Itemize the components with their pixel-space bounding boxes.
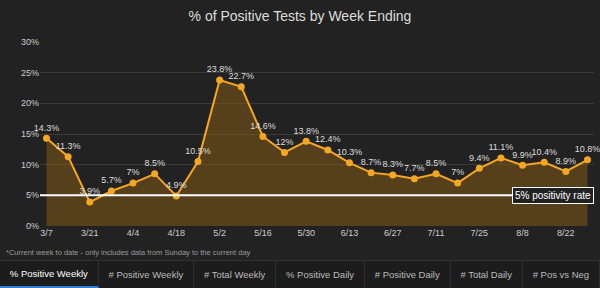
- html-text:% Positive Daily: % Positive Daily: [286, 269, 355, 280]
- html-text:# Total Weekly: # Total Weekly: [203, 269, 266, 280]
- svg-text:14.6%: 14.6%: [250, 121, 276, 131]
- svg-text:9.4%: 9.4%: [469, 153, 490, 163]
- svg-text:3.9%: 3.9%: [80, 186, 101, 196]
- svg-text:15%: 15%: [21, 129, 39, 139]
- svg-text:4.9%: 4.9%: [166, 180, 187, 190]
- svg-text:% of Positive Tests by Week En: % of Positive Tests by Week Ending: [189, 8, 412, 24]
- svg-text:8.9%: 8.9%: [556, 156, 577, 166]
- svg-text:7/11: 7/11: [428, 228, 445, 238]
- svg-text:10.3%: 10.3%: [337, 147, 363, 157]
- svg-text:12%: 12%: [276, 137, 294, 147]
- svg-text:23.8%: 23.8%: [207, 64, 233, 74]
- svg-text:5.7%: 5.7%: [101, 175, 122, 185]
- svg-text:6/27: 6/27: [384, 228, 402, 238]
- svg-text:8/22: 8/22: [557, 228, 575, 238]
- svg-text:7/25: 7/25: [471, 228, 489, 238]
- svg-text:25%: 25%: [21, 68, 39, 78]
- html-text:# Pos vs Neg: # Pos vs Neg: [532, 269, 590, 280]
- svg-text:10%: 10%: [21, 160, 39, 170]
- svg-text:7%: 7%: [451, 167, 464, 177]
- html-text:# Total Daily: # Total Daily: [460, 269, 512, 280]
- svg-text:5%: 5%: [26, 190, 39, 200]
- svg-text:10.5%: 10.5%: [185, 146, 211, 156]
- html-text:# Positive Weekly: # Positive Weekly: [108, 269, 184, 280]
- svg-text:14.3%: 14.3%: [34, 123, 60, 133]
- svg-text:22.7%: 22.7%: [228, 71, 254, 81]
- svg-text:13.8%: 13.8%: [293, 126, 319, 136]
- svg-text:8.5%: 8.5%: [144, 158, 165, 168]
- svg-text:5/2: 5/2: [213, 228, 226, 238]
- svg-text:11.3%: 11.3%: [56, 141, 81, 151]
- svg-text:*Current week to date - only i: *Current week to date - only includes da…: [6, 248, 251, 257]
- svg-text:5/16: 5/16: [254, 228, 272, 238]
- svg-text:12.4%: 12.4%: [315, 134, 341, 144]
- svg-text:8.3%: 8.3%: [382, 159, 403, 169]
- svg-text:20%: 20%: [21, 98, 39, 108]
- svg-text:8/8: 8/8: [516, 228, 529, 238]
- svg-text:5/30: 5/30: [297, 228, 315, 238]
- svg-text:4/4: 4/4: [127, 228, 140, 238]
- svg-text:9.9%: 9.9%: [512, 150, 533, 160]
- svg-text:8.7%: 8.7%: [361, 157, 382, 167]
- html-text:% Positive Weekly: % Positive Weekly: [9, 268, 88, 279]
- svg-text:3/7: 3/7: [40, 228, 53, 238]
- svg-text:30%: 30%: [21, 37, 39, 47]
- svg-text:3/21: 3/21: [81, 228, 99, 238]
- svg-text:6/13: 6/13: [341, 228, 359, 238]
- svg-text:8.5%: 8.5%: [426, 158, 447, 168]
- svg-text:10.8%: 10.8%: [575, 144, 600, 154]
- svg-text:11.1%: 11.1%: [489, 142, 514, 152]
- svg-text:4/18: 4/18: [168, 228, 186, 238]
- html-text:# Positive Daily: # Positive Daily: [374, 269, 440, 280]
- svg-text:5% positivity rate: 5% positivity rate: [515, 190, 591, 201]
- svg-text:0%: 0%: [26, 221, 39, 231]
- svg-text:7.7%: 7.7%: [404, 163, 425, 173]
- svg-text:10.4%: 10.4%: [531, 147, 557, 157]
- svg-text:7%: 7%: [127, 167, 140, 177]
